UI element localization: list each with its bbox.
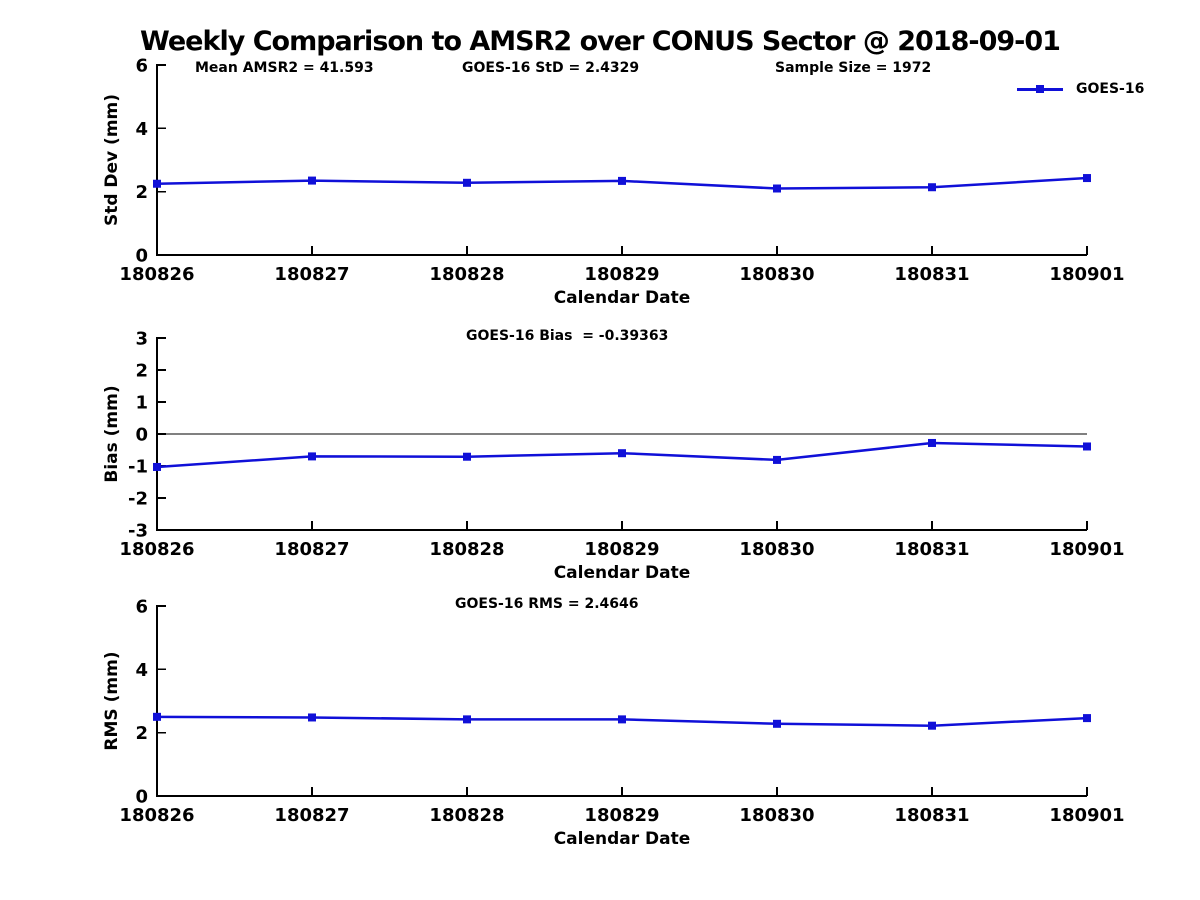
y-tick-label: 3 (135, 329, 148, 350)
legend: GOES-16 (1017, 82, 1144, 96)
data-point-marker (618, 449, 626, 458)
data-point-marker (463, 178, 471, 187)
x-tick-label: 180828 (429, 805, 504, 826)
y-tick-label: 0 (135, 787, 148, 808)
y-tick-label: 2 (135, 182, 148, 203)
data-point-marker (618, 176, 626, 185)
data-point-marker (463, 452, 471, 461)
data-point-marker (1083, 714, 1091, 723)
legend-line-sample-icon (1017, 85, 1063, 94)
x-tick-label: 180831 (894, 264, 969, 285)
x-tick-label: 180830 (739, 805, 814, 826)
data-point-marker (928, 183, 936, 192)
x-tick-label: 180901 (1049, 805, 1124, 826)
x-tick-label: 180826 (119, 805, 194, 826)
y-tick-label: 1 (135, 393, 148, 414)
figure-title: Weekly Comparison to AMSR2 over CONUS Se… (140, 26, 1061, 57)
bias-x-axis-label: Calendar Date (553, 563, 691, 583)
data-point-marker (618, 715, 626, 724)
data-point-marker (773, 455, 781, 464)
y-tick-label: 6 (135, 597, 148, 618)
y-tick-label: -1 (128, 457, 148, 478)
x-tick-label: 180829 (584, 264, 659, 285)
data-point-marker (308, 713, 316, 722)
x-tick-label: 180829 (584, 805, 659, 826)
data-point-marker (773, 719, 781, 728)
x-tick-label: 180827 (274, 805, 349, 826)
sample-size-annotation: Sample Size = 1972 (775, 60, 932, 76)
data-point-marker (463, 715, 471, 724)
x-tick-label: 180826 (119, 539, 194, 560)
x-tick-label: 180901 (1049, 264, 1124, 285)
data-point-marker (153, 712, 161, 721)
x-tick-label: 180830 (739, 264, 814, 285)
data-point-marker (153, 462, 161, 471)
y-tick-label: 0 (135, 246, 148, 267)
legend-label: GOES-16 (1076, 81, 1145, 97)
y-tick-label: 2 (135, 723, 148, 744)
goes16-std-annotation: GOES-16 StD = 2.4329 (462, 60, 640, 76)
x-tick-label: 180829 (584, 539, 659, 560)
y-tick-label: -3 (128, 521, 148, 542)
y-tick-label: 4 (135, 660, 148, 681)
x-tick-label: 180901 (1049, 539, 1124, 560)
x-tick-label: 180827 (274, 539, 349, 560)
stddev-y-axis-label: Std Dev (mm) (102, 93, 122, 227)
x-tick-label: 180827 (274, 264, 349, 285)
data-point-marker (1083, 174, 1091, 183)
y-tick-label: 2 (135, 361, 148, 382)
rms-x-axis-label: Calendar Date (553, 829, 691, 849)
x-tick-label: 180826 (119, 264, 194, 285)
x-tick-label: 180831 (894, 539, 969, 560)
stddev-x-axis-label: Calendar Date (553, 288, 691, 308)
y-tick-label: 4 (135, 119, 148, 140)
rms-y-axis-label: RMS (mm) (102, 651, 122, 751)
data-point-marker (308, 452, 316, 461)
x-tick-label: 180830 (739, 539, 814, 560)
x-tick-label: 180831 (894, 805, 969, 826)
data-point-marker (773, 184, 781, 193)
x-tick-label: 180828 (429, 539, 504, 560)
data-point-marker (928, 721, 936, 730)
goes16-bias-annotation: GOES-16 Bias = -0.39363 (466, 328, 669, 344)
bias-y-axis-label: Bias (mm) (102, 385, 122, 483)
std-dev-chart: 0 2 4 6 180826 180827 180828 180829 180830 180831… (119, 56, 1124, 286)
x-tick-label: 180828 (429, 264, 504, 285)
rms-chart: 0 2 4 6 180826 180827 180828 180829 180830 180831… (119, 597, 1124, 827)
legend-square-marker-icon (1036, 85, 1044, 93)
data-point-marker (153, 179, 161, 188)
goes16-rms-annotation: GOES-16 RMS = 2.4646 (455, 596, 639, 612)
mean-amsr2-annotation: Mean AMSR2 = 41.593 (195, 60, 374, 76)
y-tick-label: 0 (135, 425, 148, 446)
y-tick-label: 6 (135, 56, 148, 77)
data-point-marker (308, 176, 316, 185)
data-point-marker (1083, 442, 1091, 451)
y-tick-label: -2 (128, 489, 148, 510)
data-point-marker (928, 438, 936, 447)
